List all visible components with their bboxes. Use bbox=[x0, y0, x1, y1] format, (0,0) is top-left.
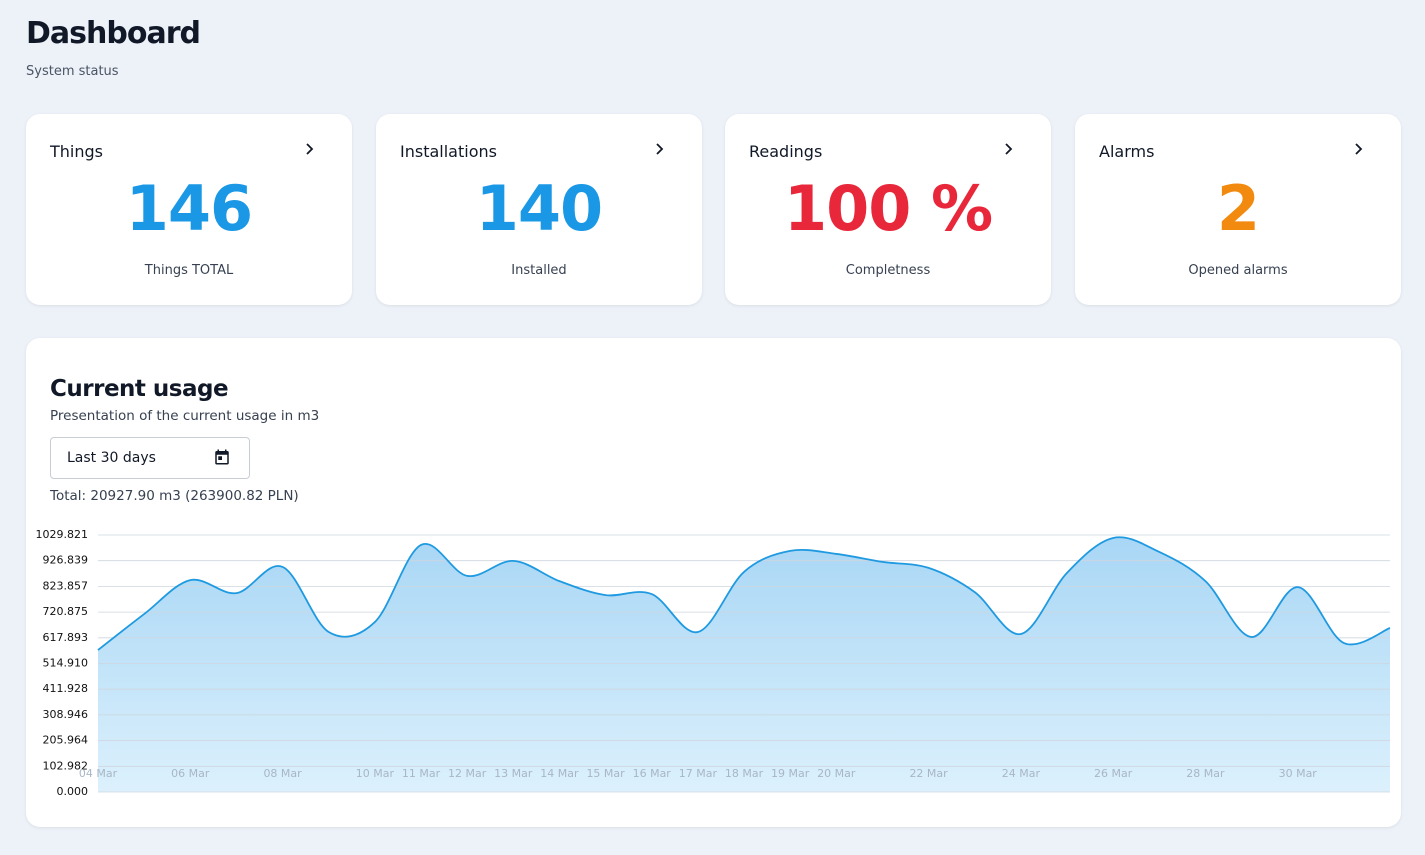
card-label: Opened alarms bbox=[1188, 263, 1288, 278]
chevron-icon[interactable] bbox=[1003, 143, 1013, 155]
card-title: Installations bbox=[400, 142, 497, 161]
chevron-icon[interactable] bbox=[1353, 143, 1363, 155]
x-tick-label: 13 Mar bbox=[494, 767, 533, 780]
x-tick-label: 15 Mar bbox=[586, 767, 625, 780]
y-tick-label: 0.000 bbox=[57, 785, 89, 798]
line bbox=[97, 536, 1391, 651]
x-tick-label: 18 Mar bbox=[725, 767, 764, 780]
chevron-icon[interactable] bbox=[654, 143, 664, 155]
stat-card[interactable]: Readings 100 % Completness bbox=[725, 114, 1051, 305]
usage-title: Current usage bbox=[50, 376, 229, 402]
x-tick-label: 16 Mar bbox=[633, 767, 672, 780]
y-tick-label: 514.910 bbox=[43, 657, 89, 670]
x-tick-label: 22 Mar bbox=[909, 767, 948, 780]
y-tick-label: 411.928 bbox=[43, 682, 89, 695]
usage-card: 0.000 102.982 205.964 308.946 411.928 514.910… bbox=[26, 338, 1401, 827]
card-label: Things TOTAL bbox=[144, 263, 234, 278]
x-tick-label: 10 Mar bbox=[356, 767, 395, 780]
area bbox=[98, 537, 1390, 792]
calendar-icon bbox=[215, 449, 229, 465]
x-tick-label: 14 Mar bbox=[540, 767, 579, 780]
page-title: Dashboard bbox=[26, 16, 201, 51]
y-tick-label: 205.964 bbox=[43, 734, 89, 747]
x-tick-label: 06 Mar bbox=[171, 767, 210, 780]
chevron-icon[interactable] bbox=[304, 143, 314, 155]
usage-subtitle: Presentation of the current usage in m3 bbox=[50, 408, 320, 424]
chart: 0.000 102.982 205.964 308.946 411.928 514.910… bbox=[36, 528, 1391, 798]
card-title: Readings bbox=[749, 142, 823, 161]
usage-total: Total: 20927.90 m3 (263900.82 PLN) bbox=[50, 488, 299, 504]
card-label: Installed bbox=[511, 263, 567, 278]
card-title: Alarms bbox=[1099, 142, 1155, 161]
x-tick-label: 17 Mar bbox=[679, 767, 718, 780]
card-label: Completness bbox=[845, 263, 931, 278]
card-value: 146 bbox=[125, 172, 253, 245]
x-tick-label: 04 Mar bbox=[79, 767, 118, 780]
x-tick-label: 28 Mar bbox=[1186, 767, 1225, 780]
y-tick-label: 720.875 bbox=[43, 605, 89, 618]
card-value: 2 bbox=[1216, 172, 1260, 245]
y-tick-label: 617.893 bbox=[43, 631, 89, 644]
x-tick-label: 19 Mar bbox=[771, 767, 810, 780]
date-range-picker[interactable]: Last 30 days bbox=[50, 437, 250, 479]
card-value: 100 % bbox=[783, 172, 993, 245]
card-title: Things bbox=[50, 142, 103, 161]
x-tick-label: 26 Mar bbox=[1094, 767, 1133, 780]
x-tick-label: 12 Mar bbox=[448, 767, 487, 780]
stat-card[interactable]: Things 146 Things TOTAL bbox=[26, 114, 352, 305]
y-tick-label: 823.857 bbox=[43, 579, 89, 592]
x-tick-label: 08 Mar bbox=[263, 767, 302, 780]
x-tick-label: 11 Mar bbox=[402, 767, 441, 780]
y-tick-label: 1029.821 bbox=[36, 528, 89, 541]
stat-card[interactable]: Alarms 2 Opened alarms bbox=[1075, 114, 1401, 305]
page-subtitle: System status bbox=[26, 64, 119, 79]
stat-card[interactable]: Installations 140 Installed bbox=[376, 114, 702, 305]
card-value: 140 bbox=[475, 172, 603, 245]
y-tick-label: 308.946 bbox=[43, 708, 89, 721]
x-tick-label: 20 Mar bbox=[817, 767, 856, 780]
x-tick-label: 30 Mar bbox=[1279, 767, 1318, 780]
y-tick-label: 926.839 bbox=[43, 554, 89, 567]
y-tick-label: 102.982 bbox=[43, 759, 89, 772]
date-range: Last 30 days bbox=[67, 450, 156, 466]
x-tick-label: 24 Mar bbox=[1002, 767, 1041, 780]
